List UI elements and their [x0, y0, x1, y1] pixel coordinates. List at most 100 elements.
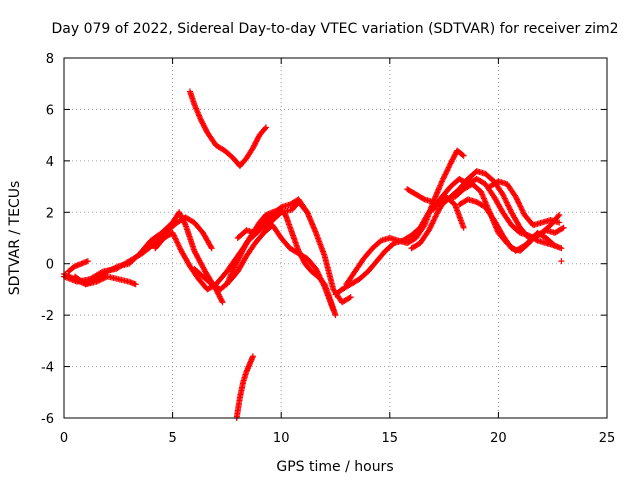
data-trail-marker [98, 269, 105, 276]
y-tick-label: 2 [46, 206, 54, 221]
data-point [208, 245, 215, 252]
data-trail-marker [176, 245, 183, 252]
data-trail-marker [218, 298, 225, 304]
data-point [249, 353, 256, 360]
data-trail-marker [444, 167, 451, 174]
x-tick-label: 15 [382, 431, 399, 446]
data-trail-marker [170, 232, 177, 239]
y-axis-ticks: -6 -4 -2 0 2 4 6 8 [41, 52, 607, 427]
data-point [84, 258, 91, 265]
data-trail-marker [514, 196, 521, 203]
data-trail-marker [427, 223, 434, 230]
data-trail-marker [303, 208, 310, 214]
data-trail-marker [518, 206, 525, 213]
x-tick-label: 25 [599, 431, 616, 446]
data-trail-marker [520, 209, 527, 216]
data-trail-marker [172, 235, 179, 242]
data-trail-marker [177, 246, 184, 253]
data-point [332, 312, 339, 319]
data-trail-marker [500, 192, 507, 199]
data-trail-marker [433, 212, 440, 219]
data-trail-marker [519, 207, 526, 214]
data-trail-marker [431, 216, 438, 223]
data-point [312, 265, 319, 272]
data-trail-marker [502, 196, 509, 203]
data-point [460, 152, 467, 159]
data-point [560, 224, 567, 231]
y-tick-label: -4 [41, 361, 54, 376]
y-tick-label: 8 [46, 52, 54, 67]
data-trail-marker [170, 231, 177, 238]
x-tick-label: 5 [168, 431, 176, 446]
data-trail-marker [440, 174, 447, 181]
data-trail-marker [101, 274, 108, 281]
data-trail-marker [262, 125, 269, 132]
data-point [558, 258, 565, 265]
plot-frame [63, 57, 608, 419]
data-trail-marker [515, 199, 522, 206]
data-trail-marker [505, 203, 512, 210]
data-trail-marker [94, 278, 101, 285]
data-trail-marker [181, 220, 188, 227]
data-trail-marker [441, 172, 448, 179]
data-trail-marker [97, 276, 104, 283]
data-trail-marker [100, 275, 107, 282]
data-trail-marker [207, 244, 214, 250]
data-trail-marker [171, 234, 178, 241]
data-point [304, 209, 311, 216]
x-axis-ticks: 0 5 10 15 20 25 [60, 58, 615, 446]
data-trail-marker [420, 195, 427, 202]
data-trail-marker [174, 240, 181, 247]
data-point [93, 278, 100, 285]
data-trail-marker [313, 267, 320, 274]
data-trail-marker [439, 177, 446, 184]
data-trail-marker [172, 236, 179, 243]
data-point [558, 245, 565, 252]
y-tick-label: -6 [41, 412, 54, 427]
data-point [460, 224, 467, 231]
data-trail-marker [426, 225, 433, 232]
data-trail-marker [507, 206, 514, 213]
data-point [262, 124, 269, 131]
data-trail-marker [173, 238, 180, 245]
data-trail-marker [505, 202, 512, 209]
data-trail-marker [442, 170, 449, 177]
data-trail-marker [459, 151, 466, 158]
data-point [425, 227, 432, 234]
data-point [499, 191, 506, 198]
data-trail-marker [175, 242, 182, 249]
data-trail-marker [176, 243, 183, 250]
data-point [347, 294, 354, 301]
data-trail-marker [504, 200, 511, 207]
data-trail-marker [516, 202, 523, 209]
y-axis-label: SDTVAR / TECUs [7, 181, 23, 296]
data-trail-marker [517, 203, 524, 210]
x-tick-label: 20 [490, 431, 507, 446]
data-trail-marker [445, 164, 452, 171]
chart-title: Day 079 of 2022, Sidereal Day-to-day VTE… [52, 21, 619, 37]
data-trail-marker [429, 218, 436, 225]
y-tick-label: 6 [46, 103, 54, 118]
data-trail-marker [99, 276, 106, 283]
data-trail-marker [431, 214, 438, 221]
data-trail-marker [555, 213, 562, 219]
data-trail-marker [428, 221, 435, 228]
data-trail-marker [503, 198, 510, 205]
data-point [556, 211, 563, 218]
data-trail-marker [446, 163, 453, 170]
data-trail-marker [516, 200, 523, 207]
data-trail-marker [430, 217, 437, 224]
data-trail-marker [446, 161, 453, 168]
grid-lines [64, 58, 607, 418]
y-tick-label: -2 [41, 309, 54, 324]
data-trail-marker [432, 213, 439, 220]
data-point [556, 219, 563, 226]
data-point [132, 281, 139, 288]
data-point [438, 178, 445, 185]
data-trail-marker [506, 205, 513, 212]
data-trail-marker [440, 175, 447, 182]
data-trail-marker [514, 198, 521, 205]
data-trail-marker [444, 165, 451, 172]
data-trail-marker [503, 199, 510, 206]
